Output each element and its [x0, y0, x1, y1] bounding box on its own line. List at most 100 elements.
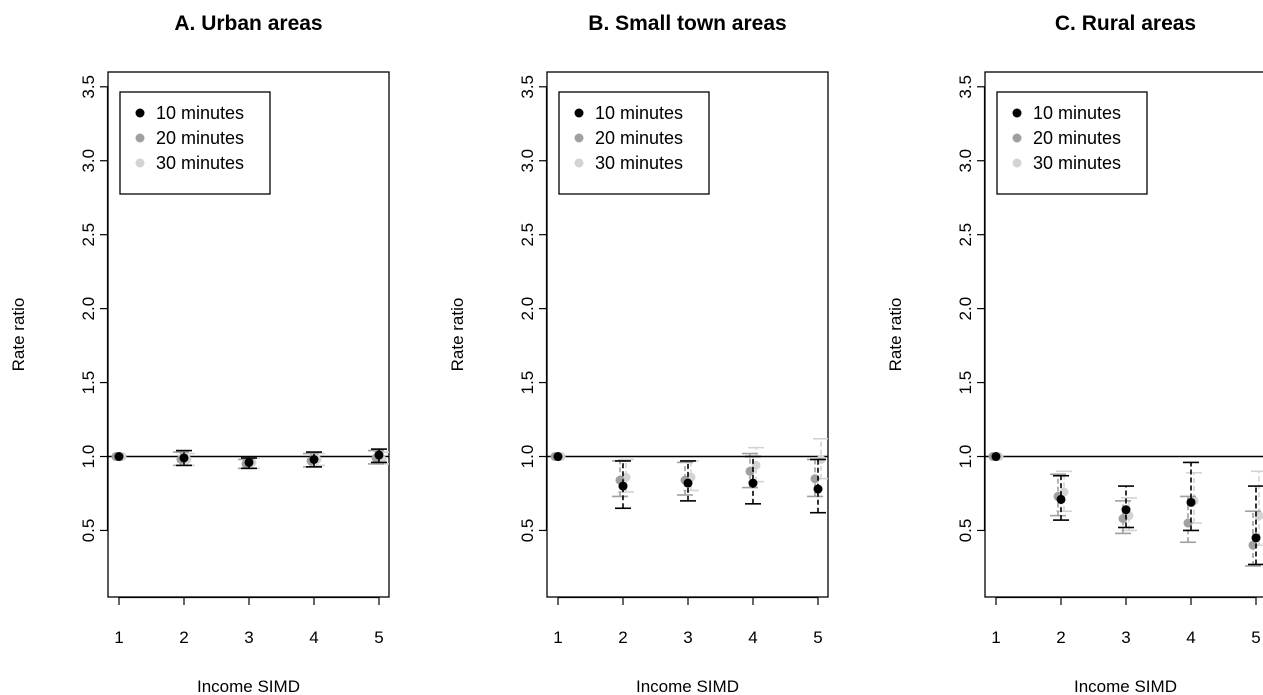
- legend-marker: [1012, 158, 1022, 168]
- x-axis-label: Income SIMD: [197, 677, 300, 695]
- y-tick-label: 3.5: [956, 75, 975, 99]
- x-tick-label: 4: [748, 628, 757, 647]
- y-tick-label: 3.0: [956, 149, 975, 173]
- legend-marker: [1012, 108, 1022, 118]
- x-tick-label: 3: [244, 628, 253, 647]
- x-tick-label: 2: [618, 628, 627, 647]
- x-axis-label: Income SIMD: [636, 677, 739, 695]
- legend: 10 minutes 20 minutes 30 minutes: [119, 91, 271, 195]
- y-tick-label: 1.0: [518, 445, 537, 469]
- data-point: [553, 452, 563, 462]
- legend-label: 10 minutes: [1033, 103, 1121, 123]
- y-axis-label: Rate ratio: [886, 298, 905, 372]
- x-tick-label: 2: [1056, 628, 1065, 647]
- legend-label: 10 minutes: [156, 103, 244, 123]
- legend-box: [558, 91, 710, 195]
- x-tick-label: 1: [553, 628, 562, 647]
- data-point: [244, 457, 254, 467]
- plot-frame: [984, 71, 1263, 598]
- y-tick-label: 2.5: [79, 223, 98, 247]
- panel-2: B. Small town areas 0.5 1.0 1.5 2.0 2.5 3.0 3.5…: [448, 12, 829, 695]
- y-tick-label: 2.5: [956, 223, 975, 247]
- series-20-minutes: [550, 452, 823, 498]
- data-point: [1186, 497, 1196, 507]
- series-10-minutes: [991, 452, 1263, 566]
- x-tick-label: 4: [1186, 628, 1195, 647]
- legend-marker: [574, 108, 584, 118]
- y-tick-label: 2.5: [518, 223, 537, 247]
- legend-marker: [135, 133, 145, 143]
- y-tick-label: 3.5: [518, 75, 537, 99]
- y-tick-label: 0.5: [518, 519, 537, 543]
- legend-marker: [1012, 133, 1022, 143]
- x-tick-label: 3: [683, 628, 692, 647]
- series-30-minutes: [994, 452, 1263, 547]
- y-tick-label: 2.0: [956, 297, 975, 321]
- legend-label: 30 minutes: [1033, 153, 1121, 173]
- y-tick-label: 1.5: [518, 371, 537, 395]
- data-point: [1121, 505, 1131, 515]
- legend-box: [996, 91, 1148, 195]
- x-tick-label: 5: [813, 628, 822, 647]
- legend-label: 10 minutes: [595, 103, 683, 123]
- x-tick-label: 1: [991, 628, 1000, 647]
- x-axis-label: Income SIMD: [1074, 677, 1177, 695]
- x-tick-label: 2: [179, 628, 188, 647]
- y-tick-label: 1.5: [79, 371, 98, 395]
- panel-1: A. Urban areas 0.5 1.0 1.5 2.0 2.5 3.0 3.5 Rate …: [9, 12, 390, 695]
- plot-frame: [107, 71, 390, 598]
- y-tick-label: 0.5: [956, 519, 975, 543]
- y-tick-label: 0.5: [79, 519, 98, 543]
- y-tick-label: 2.0: [518, 297, 537, 321]
- legend-marker: [135, 108, 145, 118]
- plot-area: [985, 452, 1263, 567]
- legend-marker: [574, 133, 584, 143]
- plot-area: [547, 437, 828, 514]
- x-tick-label: 3: [1121, 628, 1130, 647]
- x-tick-label: 1: [114, 628, 123, 647]
- data-point: [374, 450, 384, 460]
- data-point: [309, 454, 319, 464]
- y-tick-label: 1.0: [79, 445, 98, 469]
- data-point: [683, 478, 693, 488]
- plot-area: [108, 448, 389, 470]
- legend-marker: [135, 158, 145, 168]
- data-point: [618, 481, 628, 491]
- legend-label: 20 minutes: [1033, 128, 1121, 148]
- legend-label: 20 minutes: [156, 128, 244, 148]
- data-point: [748, 478, 758, 488]
- chart-title: B. Small town areas: [588, 12, 786, 35]
- legend: 10 minutes 20 minutes 30 minutes: [996, 91, 1148, 195]
- data-point: [1056, 494, 1066, 504]
- chart-title: A. Urban areas: [174, 12, 322, 35]
- y-tick-label: 2.0: [79, 297, 98, 321]
- data-point: [179, 453, 189, 463]
- data-point: [813, 484, 823, 494]
- series-30-minutes: [556, 437, 828, 493]
- y-tick-label: 1.0: [956, 445, 975, 469]
- panel-3: C. Rural areas 0.5 1.0 1.5 2.0 2.5 3.0 3.5 Rate …: [886, 12, 1263, 695]
- y-tick-label: 3.0: [518, 149, 537, 173]
- y-axis-label: Rate ratio: [448, 298, 467, 372]
- series-10-minutes: [553, 452, 826, 514]
- x-tick-label: 5: [374, 628, 383, 647]
- legend-label: 30 minutes: [595, 153, 683, 173]
- data-point: [1251, 533, 1261, 543]
- data-point: [991, 452, 1001, 462]
- x-tick-label: 4: [309, 628, 318, 647]
- y-tick-label: 3.0: [79, 149, 98, 173]
- legend-marker: [574, 158, 584, 168]
- series-10-minutes: [114, 448, 387, 470]
- y-tick-label: 1.5: [956, 371, 975, 395]
- legend-label: 30 minutes: [156, 153, 244, 173]
- data-point: [114, 452, 124, 462]
- y-tick-label: 3.5: [79, 75, 98, 99]
- legend-label: 20 minutes: [595, 128, 683, 148]
- legend: 10 minutes 20 minutes 30 minutes: [558, 91, 710, 195]
- legend-box: [119, 91, 271, 195]
- plot-frame: [546, 71, 829, 598]
- y-axis-label: Rate ratio: [9, 298, 28, 372]
- x-tick-label: 5: [1251, 628, 1260, 647]
- chart-title: C. Rural areas: [1055, 12, 1196, 35]
